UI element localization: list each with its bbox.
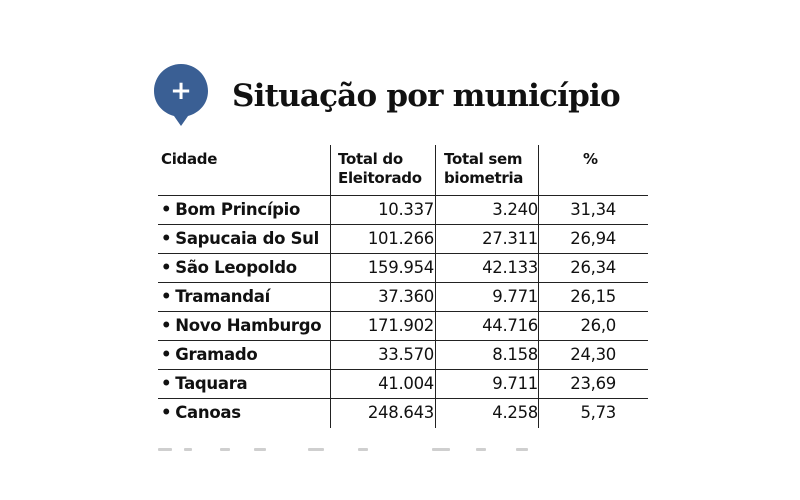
city-name: Canoas (175, 403, 241, 422)
cell-city: • Canoas (161, 403, 241, 423)
page-title: Situação por município (232, 78, 621, 114)
cell-city: • Novo Hamburgo (161, 316, 322, 336)
city-name: Tramandaí (175, 287, 270, 306)
cell-percent: 5,73 (580, 403, 616, 422)
cell-percent: 26,34 (570, 258, 616, 277)
header-total-eleitorado: Total do Eleitorado (338, 150, 422, 187)
cell-total-sem-biometria: 27.311 (482, 229, 538, 248)
cell-percent: 24,30 (570, 345, 616, 364)
column-divider (538, 145, 539, 428)
bullet-icon: • (161, 403, 172, 422)
plus-badge-icon: + (154, 64, 208, 126)
cell-total-sem-biometria: 4.258 (492, 403, 538, 422)
cell-total-eleitorado: 101.266 (367, 229, 434, 248)
table-row: • Gramado 33.570 8.158 24,30 (158, 341, 648, 370)
cell-total-eleitorado: 171.902 (367, 316, 434, 335)
cell-total-sem-biometria: 8.158 (492, 345, 538, 364)
cell-total-sem-biometria: 3.240 (492, 200, 538, 219)
cell-city: • Tramandaí (161, 287, 270, 307)
column-divider (435, 145, 436, 428)
column-divider (330, 145, 331, 428)
city-name: Novo Hamburgo (175, 316, 322, 335)
cell-city: • Sapucaia do Sul (161, 229, 319, 249)
cell-city: • Gramado (161, 345, 258, 365)
city-name: São Leopoldo (175, 258, 297, 277)
table-row: • São Leopoldo 159.954 42.133 26,34 (158, 254, 648, 283)
cell-percent: 26,0 (580, 316, 616, 335)
cell-city: • Bom Princípio (161, 200, 300, 220)
bullet-icon: • (161, 229, 172, 248)
city-name: Taquara (175, 374, 248, 393)
table-row: • Taquara 41.004 9.711 23,69 (158, 370, 648, 399)
data-table: Cidade Total do Eleitorado Total sem biome… (158, 145, 648, 428)
cell-total-eleitorado: 159.954 (367, 258, 434, 277)
cell-total-eleitorado: 37.360 (378, 287, 434, 306)
cell-total-eleitorado: 33.570 (378, 345, 434, 364)
cell-percent: 31,34 (570, 200, 616, 219)
cell-total-sem-biometria: 42.133 (482, 258, 538, 277)
table-row: • Sapucaia do Sul 101.266 27.311 26,94 (158, 225, 648, 254)
city-name: Sapucaia do Sul (175, 229, 319, 248)
bullet-icon: • (161, 287, 172, 306)
cell-percent: 26,15 (570, 287, 616, 306)
cut-off-text-line (158, 446, 548, 452)
cell-total-eleitorado: 10.337 (378, 200, 434, 219)
header-cidade: Cidade (161, 150, 218, 168)
cell-total-eleitorado: 248.643 (367, 403, 434, 422)
header-percent: % (583, 150, 598, 168)
table-header: Cidade Total do Eleitorado Total sem biome… (158, 145, 648, 196)
plus-icon: + (170, 76, 192, 106)
cell-total-eleitorado: 41.004 (378, 374, 434, 393)
table-body: • Bom Princípio 10.337 3.240 31,34 • Sapucaia … (158, 196, 648, 427)
city-name: Bom Princípio (175, 200, 301, 219)
city-name: Gramado (175, 345, 258, 364)
table-row: • Novo Hamburgo 171.902 44.716 26,0 (158, 312, 648, 341)
table-row: • Canoas 248.643 4.258 5,73 (158, 399, 648, 427)
bullet-icon: • (161, 345, 172, 364)
cell-total-sem-biometria: 9.711 (492, 374, 538, 393)
cell-total-sem-biometria: 9.771 (492, 287, 538, 306)
cell-city: • São Leopoldo (161, 258, 297, 278)
bullet-icon: • (161, 316, 172, 335)
cell-total-sem-biometria: 44.716 (482, 316, 538, 335)
table-row: • Bom Princípio 10.337 3.240 31,34 (158, 196, 648, 225)
bullet-icon: • (161, 258, 172, 277)
cell-percent: 23,69 (570, 374, 616, 393)
bullet-icon: • (161, 200, 172, 219)
bullet-icon: • (161, 374, 172, 393)
cell-city: • Taquara (161, 374, 248, 394)
table-row: • Tramandaí 37.360 9.771 26,15 (158, 283, 648, 312)
cell-percent: 26,94 (570, 229, 616, 248)
header-total-sem-biometria: Total sem biometria (444, 150, 524, 187)
